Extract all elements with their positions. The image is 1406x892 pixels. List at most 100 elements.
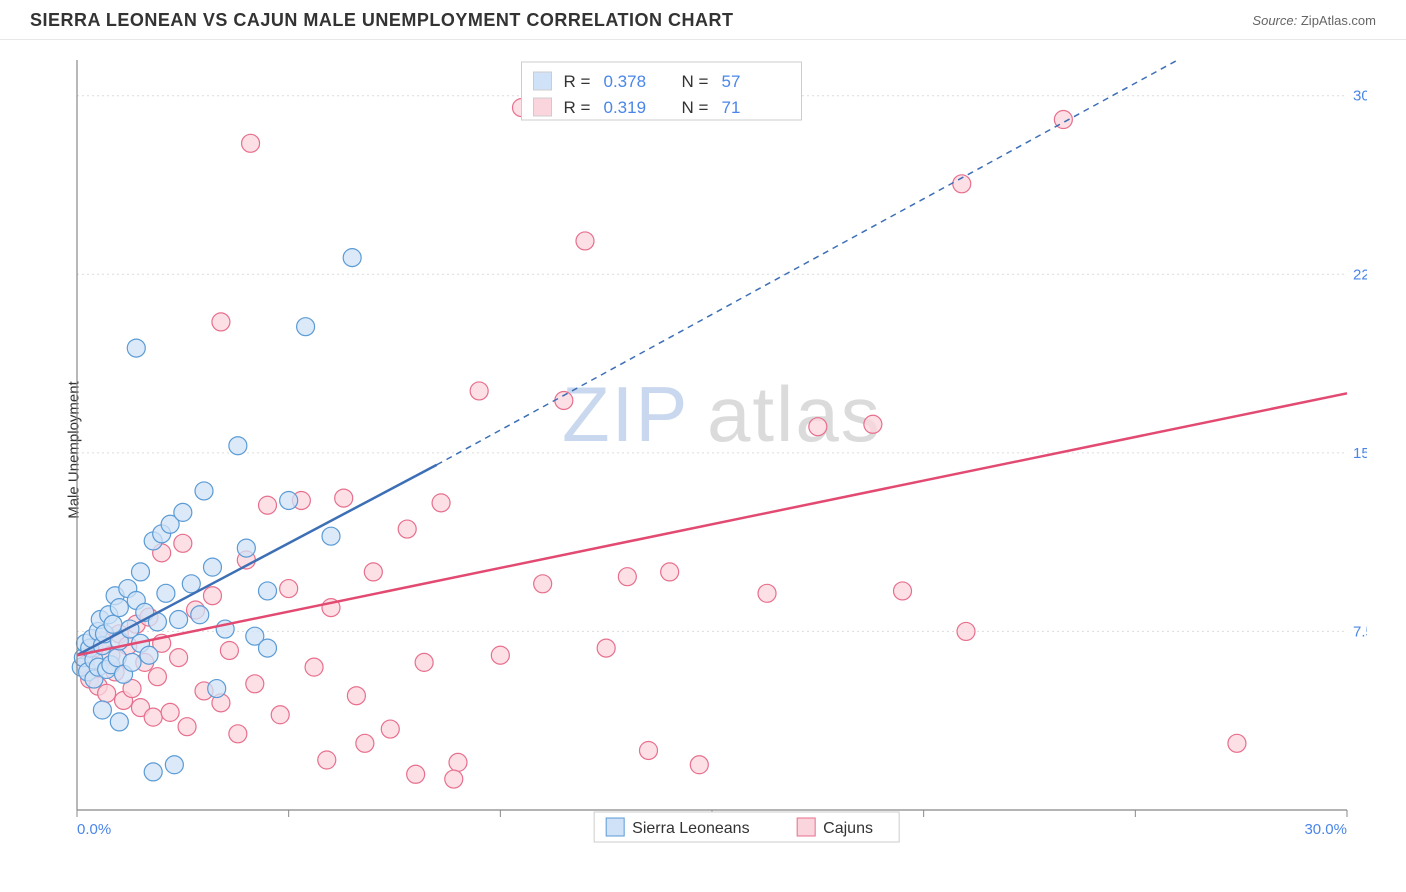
data-point <box>140 646 158 664</box>
legend-swatch <box>534 98 552 116</box>
data-point <box>445 770 463 788</box>
scatter-plot: 7.5% 15.0% 22.5% 30.0% ZIPatlas 0.0% 30.0% R = 0… <box>57 50 1367 850</box>
data-point <box>1228 734 1246 752</box>
data-point <box>93 701 111 719</box>
data-point <box>229 437 247 455</box>
data-point <box>318 751 336 769</box>
data-point <box>165 756 183 774</box>
data-point <box>894 582 912 600</box>
n-value: 57 <box>722 72 741 91</box>
data-point <box>208 680 226 698</box>
data-point <box>297 318 315 336</box>
watermark: ZIPatlas <box>562 370 882 458</box>
data-point <box>110 599 128 617</box>
data-point <box>259 639 277 657</box>
data-point <box>407 765 425 783</box>
svg-text:ZIP: ZIP <box>562 370 689 458</box>
y-tick-label: 15.0% <box>1353 445 1367 462</box>
data-point <box>203 587 221 605</box>
data-point <box>491 646 509 664</box>
data-point <box>237 539 255 557</box>
chart-area: Male Unemployment 7.5%15.0%22.5%30.0%ZIP… <box>35 50 1375 850</box>
data-point <box>381 720 399 738</box>
data-point <box>758 584 776 602</box>
data-point <box>259 496 277 514</box>
legend-swatch <box>606 818 624 836</box>
r-value: 0.378 <box>604 72 647 91</box>
data-point <box>157 584 175 602</box>
data-point <box>271 706 289 724</box>
svg-text:atlas: atlas <box>707 370 882 458</box>
data-point <box>203 558 221 576</box>
legend-label: Cajuns <box>823 820 873 837</box>
n-label: N = <box>682 98 709 117</box>
data-point <box>174 503 192 521</box>
data-point <box>432 494 450 512</box>
data-point <box>690 756 708 774</box>
data-point <box>280 580 298 598</box>
data-point <box>415 653 433 671</box>
y-tick-label: 22.5% <box>1353 266 1367 283</box>
data-point <box>470 382 488 400</box>
x-tick-label: 30.0% <box>1304 821 1347 838</box>
data-point <box>212 313 230 331</box>
y-tick-label: 7.5% <box>1353 623 1367 640</box>
data-point <box>597 639 615 657</box>
data-point <box>104 615 122 633</box>
data-point <box>170 611 188 629</box>
data-point <box>110 713 128 731</box>
data-point <box>449 753 467 771</box>
data-point <box>127 339 145 357</box>
data-point <box>347 687 365 705</box>
data-point <box>335 489 353 507</box>
data-point <box>957 622 975 640</box>
n-value: 71 <box>722 98 741 117</box>
data-point <box>398 520 416 538</box>
data-point <box>178 718 196 736</box>
data-point <box>242 134 260 152</box>
data-point <box>161 703 179 721</box>
data-point <box>220 641 238 659</box>
data-point <box>864 415 882 433</box>
data-point <box>305 658 323 676</box>
legend-swatch <box>534 72 552 90</box>
legend-swatch <box>797 818 815 836</box>
data-point <box>618 568 636 586</box>
data-point <box>144 708 162 726</box>
x-tick-label: 0.0% <box>77 821 111 838</box>
data-point <box>809 418 827 436</box>
data-point <box>364 563 382 581</box>
r-label: R = <box>564 98 591 117</box>
data-point <box>534 575 552 593</box>
data-point <box>170 649 188 667</box>
data-point <box>144 763 162 781</box>
y-tick-label: 30.0% <box>1353 88 1367 105</box>
data-point <box>322 527 340 545</box>
n-label: N = <box>682 72 709 91</box>
source-attribution: Source: ZipAtlas.com <box>1252 13 1376 28</box>
data-point <box>246 675 264 693</box>
r-value: 0.319 <box>604 98 647 117</box>
data-point <box>576 232 594 250</box>
data-point <box>259 582 277 600</box>
data-point <box>640 741 658 759</box>
series-legend: Sierra Leoneans Cajuns <box>594 812 899 842</box>
source-label: Source: <box>1252 13 1297 28</box>
source-value: ZipAtlas.com <box>1301 13 1376 28</box>
legend-label: Sierra Leoneans <box>632 820 749 837</box>
correlation-legend: R = 0.378 N = 57 R = 0.319 N = 71 <box>522 62 802 120</box>
data-point <box>555 391 573 409</box>
data-point <box>98 684 116 702</box>
trendline-blue <box>77 465 437 655</box>
data-point <box>195 482 213 500</box>
r-label: R = <box>564 72 591 91</box>
data-point <box>148 668 166 686</box>
data-point <box>191 606 209 624</box>
chart-header: SIERRA LEONEAN VS CAJUN MALE UNEMPLOYMEN… <box>0 0 1406 40</box>
data-point <box>123 653 141 671</box>
data-point <box>343 249 361 267</box>
data-point <box>661 563 679 581</box>
data-point <box>174 534 192 552</box>
data-point <box>229 725 247 743</box>
data-point <box>132 563 150 581</box>
